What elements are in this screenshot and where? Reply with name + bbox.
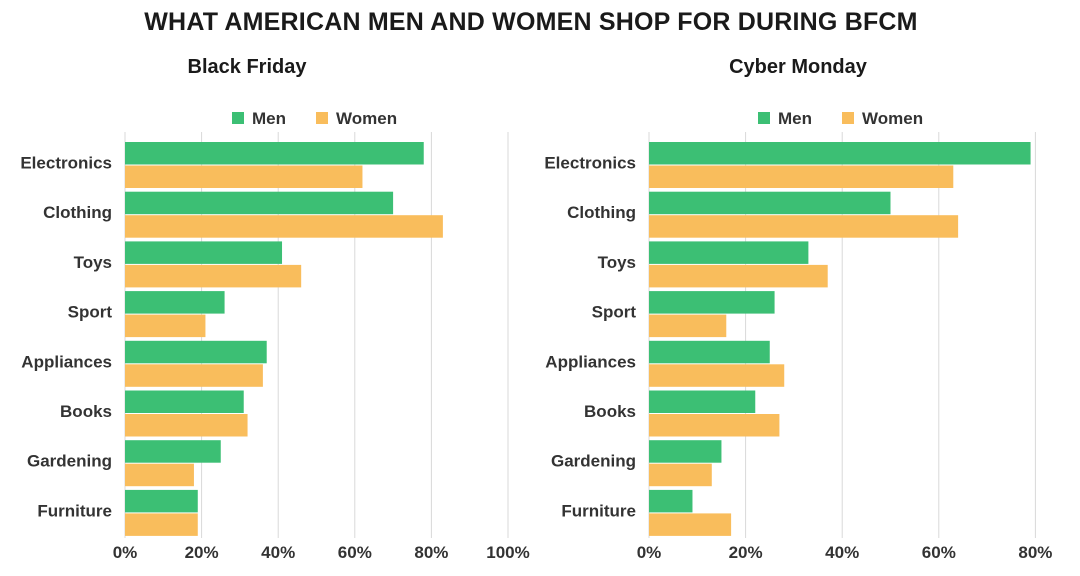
legend-swatch-women [316, 112, 328, 124]
category-label: Books [60, 402, 112, 421]
panel-title: Cyber Monday [729, 56, 868, 78]
bar-men-furniture [125, 489, 198, 513]
legend-swatch-men [758, 112, 770, 124]
legend-label-men: Men [778, 109, 812, 128]
bar-women-electronics [649, 165, 954, 188]
x-tick-label: 80% [1018, 543, 1052, 562]
bar-women-furniture [125, 513, 198, 536]
bar-men-clothing [125, 191, 394, 215]
x-tick-label: 100% [486, 543, 529, 562]
chart-panel-black-friday: Black Friday Men Women 0% 20% 40% 60% 80% 100% El… [20, 56, 529, 562]
x-tick-label: 0% [637, 543, 662, 562]
bar-men-clothing [649, 191, 891, 215]
bar-women-appliances [649, 364, 785, 387]
category-label: Gardening [551, 452, 636, 471]
bar-men-sport [125, 291, 225, 314]
bar-women-appliances [125, 364, 263, 387]
bar-women-toys [649, 264, 828, 288]
bar-men-books [125, 390, 244, 413]
legend-swatch-men [232, 112, 244, 124]
bar-men-gardening [125, 440, 221, 463]
x-tick-label: 20% [729, 543, 763, 562]
category-label: Appliances [21, 352, 112, 371]
x-tick-label: 60% [922, 543, 956, 562]
category-label: Gardening [27, 452, 112, 471]
bar-men-toys [649, 241, 809, 264]
category-label: Electronics [544, 154, 636, 173]
bar-men-electronics [649, 142, 1031, 165]
category-label: Sport [592, 303, 637, 322]
bar-women-gardening [649, 463, 712, 487]
x-tick-label: 40% [825, 543, 859, 562]
bar-women-furniture [649, 513, 732, 536]
category-label: Books [584, 402, 636, 421]
legend-label-women: Women [862, 109, 923, 128]
x-tick-label: 20% [185, 543, 219, 562]
x-tick-label: 0% [113, 543, 138, 562]
category-label: Clothing [43, 203, 112, 222]
bar-women-clothing [125, 215, 443, 238]
bar-women-books [649, 414, 780, 437]
bar-women-sport [125, 314, 206, 338]
legend-label-men: Men [252, 109, 286, 128]
bar-women-sport [649, 314, 727, 338]
category-label: Toys [74, 253, 112, 272]
bar-men-appliances [125, 340, 267, 364]
bar-men-sport [649, 291, 775, 314]
bar-women-clothing [649, 215, 959, 238]
category-label: Clothing [567, 203, 636, 222]
category-label: Toys [598, 253, 636, 272]
x-tick-label: 80% [414, 543, 448, 562]
bar-women-toys [125, 264, 302, 288]
x-tick-label: 60% [338, 543, 372, 562]
legend-swatch-women [842, 112, 854, 124]
legend-label-women: Women [336, 109, 397, 128]
bar-men-furniture [649, 489, 693, 513]
x-tick-label: 40% [261, 543, 295, 562]
bar-men-electronics [125, 142, 424, 165]
chart-title: WHAT AMERICAN MEN AND WOMEN SHOP FOR DUR… [144, 8, 918, 36]
bar-women-electronics [125, 165, 363, 188]
category-label: Sport [68, 303, 113, 322]
category-label: Furniture [37, 501, 112, 520]
bar-men-toys [125, 241, 283, 264]
bar-men-books [649, 390, 756, 413]
panel-title: Black Friday [188, 56, 308, 78]
bar-men-appliances [649, 340, 770, 364]
chart-panel-cyber-monday: Cyber Monday Men Women 0% 20% 40% 60% 80% Electr… [544, 56, 1052, 562]
category-label: Furniture [561, 501, 636, 520]
bar-men-gardening [649, 440, 722, 463]
bar-women-gardening [125, 463, 194, 487]
category-label: Appliances [545, 352, 636, 371]
bar-women-books [125, 414, 248, 437]
category-label: Electronics [20, 154, 112, 173]
